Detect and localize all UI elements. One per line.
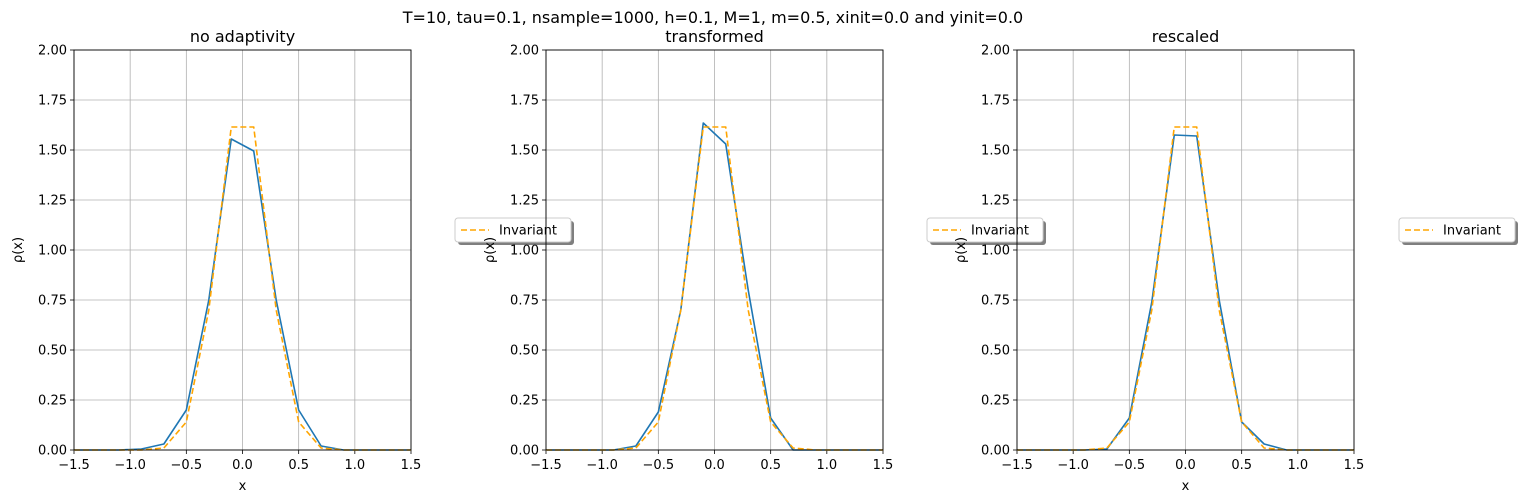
y-tick-label: 1.25 <box>981 194 1010 209</box>
y-tick-label: 1.25 <box>510 194 539 209</box>
grid <box>1016 49 1355 451</box>
y-tick-label: 0.00 <box>510 444 539 459</box>
axes-frame <box>545 49 884 451</box>
x-tick-label: −1.5 <box>530 458 562 473</box>
legend-box <box>1398 217 1516 243</box>
y-tick-label: 0.75 <box>510 294 539 309</box>
x-tick-label: −1.0 <box>1057 458 1089 473</box>
y-tick-label: 0.50 <box>981 344 1010 359</box>
x-tick-label: −1.5 <box>58 458 90 473</box>
y-axis-label: ρ(x) <box>11 237 26 263</box>
y-tick-label: 1.00 <box>38 244 67 259</box>
y-tick-label: 1.00 <box>510 244 539 259</box>
x-tick-label: 0.0 <box>704 458 725 473</box>
y-tick-label: 1.75 <box>981 94 1010 109</box>
x-tick-label: −1.0 <box>114 458 146 473</box>
subplot-title: transformed <box>665 27 763 46</box>
y-tick-label: 1.50 <box>510 144 539 159</box>
y-tick-label: 0.00 <box>981 444 1010 459</box>
y-tick-label: 1.75 <box>38 94 67 109</box>
x-tick-label: 1.0 <box>344 458 365 473</box>
subplot-no-adaptivity: −1.5 −1.0 −0.5 0.0 0.5 1.0 1.5 0.00 0.25 0.50 0.75… <box>11 27 574 494</box>
x-tick-label: −0.5 <box>171 458 203 473</box>
x-tick-label: −0.5 <box>643 458 675 473</box>
x-tick-label: 1.5 <box>873 458 894 473</box>
x-tick-label: 0.0 <box>1175 458 1196 473</box>
y-tick-label: 0.50 <box>510 344 539 359</box>
subplot-title: no adaptivity <box>190 27 295 46</box>
legend-label: Invariant <box>499 224 557 239</box>
legend-label: Invariant <box>1443 224 1501 239</box>
figure-suptitle: T=10, tau=0.1, nsample=1000, h=0.1, M=1,… <box>402 8 1023 27</box>
grid <box>73 49 412 451</box>
legend: Invariant <box>926 217 1046 245</box>
x-axis-label: x <box>1182 479 1190 494</box>
x-tick-label: 0.5 <box>1231 458 1252 473</box>
x-tick-label: 0.5 <box>288 458 309 473</box>
y-axis-label: ρ(x) <box>954 237 969 263</box>
y-tick-label: 0.25 <box>38 394 67 409</box>
subplot-rescaled: −1.5 −1.0 −0.5 0.0 0.5 1.0 1.5 0.00 0.25 0.50 0.75… <box>954 27 1518 494</box>
legend: Invariant <box>454 217 574 245</box>
legend-label: Invariant <box>971 224 1029 239</box>
y-tick-label: 0.50 <box>38 344 67 359</box>
y-axis-label: ρ(x) <box>483 237 498 263</box>
y-tick-label: 2.00 <box>38 44 67 59</box>
y-tick-label: 2.00 <box>510 44 539 59</box>
grid <box>545 49 884 451</box>
y-tick-label: 1.50 <box>38 144 67 159</box>
y-tick-label: 0.25 <box>510 394 539 409</box>
x-tick-label: −1.0 <box>586 458 618 473</box>
y-tick-label: 1.25 <box>38 194 67 209</box>
axes-frame <box>73 49 412 451</box>
y-tick-label: 1.00 <box>981 244 1010 259</box>
x-tick-label: 1.5 <box>1344 458 1365 473</box>
subplot-title: rescaled <box>1152 27 1219 46</box>
y-tick-label: 0.25 <box>981 394 1010 409</box>
y-tick-label: 2.00 <box>981 44 1010 59</box>
x-tick-label: 1.0 <box>1287 458 1308 473</box>
x-tick-label: −0.5 <box>1114 458 1146 473</box>
x-tick-label: 0.5 <box>760 458 781 473</box>
legend-box <box>926 217 1044 243</box>
x-tick-label: 1.0 <box>816 458 837 473</box>
x-tick-label: −1.5 <box>1001 458 1033 473</box>
y-tick-label: 0.75 <box>38 294 67 309</box>
x-axis-label: x <box>239 479 247 494</box>
y-tick-label: 0.00 <box>38 444 67 459</box>
legend: Invariant <box>1398 217 1518 245</box>
y-tick-label: 1.50 <box>981 144 1010 159</box>
x-tick-label: 0.0 <box>232 458 253 473</box>
y-tick-label: 0.75 <box>981 294 1010 309</box>
subplot-transformed: −1.5 −1.0 −0.5 0.0 0.5 1.0 1.5 0.00 0.25 0.50 0.75… <box>483 27 1046 473</box>
axes-frame <box>1016 49 1355 451</box>
legend-box <box>454 217 572 243</box>
x-tick-label: 1.5 <box>401 458 422 473</box>
y-tick-label: 1.75 <box>510 94 539 109</box>
